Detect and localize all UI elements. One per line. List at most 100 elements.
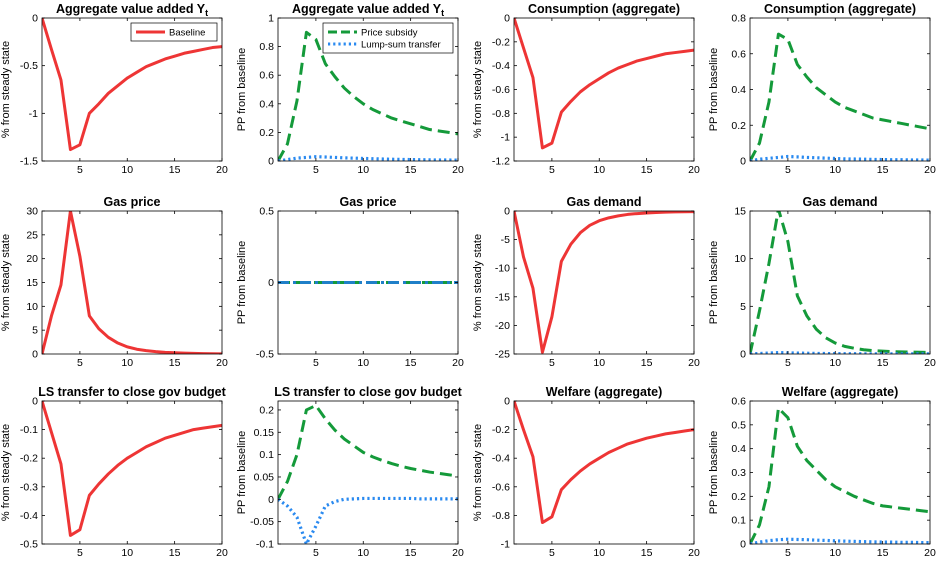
y-tick-label: 0.4 (731, 84, 746, 96)
chart-svg: Gas demand 5 10 15 20 0 5 10 15 PP from baseline (708, 195, 936, 369)
y-tick-label: -0.6 (492, 84, 510, 96)
y-tick-label: 0 (268, 277, 274, 289)
y-tick-label: 0.8 (259, 41, 274, 53)
series-group (514, 18, 694, 150)
y-tick-label: 0.1 (731, 515, 746, 527)
chart-panel-10: LS transfer to close gov budget 5 10 15 20 0.… (236, 383, 472, 573)
y-tick-label: 5 (740, 301, 746, 313)
x-tick-label: 15 (169, 164, 181, 176)
x-tick-label: 5 (785, 164, 791, 176)
x-tick-label: 10 (357, 547, 369, 559)
y-tick-label: 0 (504, 396, 510, 408)
y-tick-label: -0.2 (492, 424, 510, 436)
y-tick-label: 0.6 (259, 70, 274, 82)
chart-svg: Consumption (aggregate) 5 10 15 20 0 -0.2 -0.4 -… (472, 2, 700, 176)
plot-frame (277, 400, 459, 545)
x-tick-label: 15 (169, 357, 181, 369)
chart-title: Gas demand (566, 195, 641, 209)
legend-label: Price subsidy (361, 28, 418, 39)
y-tick-label: -0.6 (492, 481, 510, 493)
y-tick-label: 0.2 (259, 127, 274, 139)
y-tick-label: 30 (26, 206, 38, 218)
chart-title: Aggregate value added Yt (292, 2, 444, 18)
x-tick-label: 10 (829, 357, 841, 369)
series-group (278, 30, 458, 161)
y-tick-label: 5 (32, 325, 38, 337)
y-tick-label: -15 (495, 291, 510, 303)
y-tick-label: -0.4 (20, 510, 38, 522)
x-tick-label: 20 (688, 357, 700, 369)
y-axis-label: % from steady state (472, 234, 484, 331)
x-tick-label: 5 (785, 357, 791, 369)
y-tick-label: 0 (32, 396, 38, 408)
x-tick-label: 10 (121, 357, 133, 369)
y-tick-label: -10 (495, 263, 510, 275)
chart-title: LS transfer to close gov budget (38, 385, 226, 399)
legend: Baseline (130, 22, 218, 42)
chart-panel-8: Gas demand 5 10 15 20 0 5 10 15 PP from baseline (708, 193, 944, 383)
series-line (750, 406, 930, 544)
series-group (750, 211, 930, 354)
series-line (514, 401, 694, 525)
chart-svg: Aggregate value added Yt 5 10 15 20 0 0.2 0.4 0.… (236, 2, 464, 176)
x-tick-label: 15 (405, 357, 417, 369)
x-tick-label: 10 (121, 547, 133, 559)
y-tick-label: -0.2 (492, 36, 510, 48)
chart-title: Welfare (aggregate) (546, 385, 662, 399)
series-line (514, 211, 694, 354)
x-tick-label: 5 (313, 357, 319, 369)
chart-panel-7: Gas demand 5 10 15 20 0 -5 -10 -15 -20 -25 % from s… (472, 193, 708, 383)
x-tick-label: 5 (77, 547, 83, 559)
series-line (278, 30, 458, 161)
x-tick-label: 5 (313, 164, 319, 176)
x-tick-label: 15 (641, 547, 653, 559)
y-axis-label: % from steady state (0, 41, 12, 138)
plot-frame (749, 400, 931, 545)
x-tick-label: 10 (121, 164, 133, 176)
series-line (750, 537, 930, 544)
series-line (278, 155, 458, 161)
x-tick-label: 20 (924, 547, 936, 559)
y-tick-label: 20 (26, 253, 38, 265)
y-tick-label: 0 (32, 349, 38, 361)
legend-label: Lump-sum transfer (361, 40, 441, 51)
y-tick-label: -25 (495, 349, 510, 361)
series-line (750, 32, 930, 161)
series-group (42, 211, 222, 354)
x-tick-label: 15 (405, 164, 417, 176)
x-tick-label: 20 (216, 357, 228, 369)
x-tick-label: 10 (829, 547, 841, 559)
y-tick-label: 0.2 (259, 404, 274, 416)
y-axis-label: % from steady state (472, 41, 484, 138)
y-tick-label: 0.4 (731, 443, 746, 455)
y-tick-label: -1 (501, 132, 510, 144)
y-tick-label: -0.5 (256, 349, 274, 361)
chart-panel-2: Aggregate value added Yt 5 10 15 20 0 0.2 0.4 0.… (236, 0, 472, 190)
y-axis-label: PP from baseline (236, 241, 248, 325)
plot-frame (41, 400, 223, 545)
x-tick-label: 15 (641, 357, 653, 369)
chart-svg: Aggregate value added Yt 5 10 15 20 0 -0.5 -1 -1… (0, 2, 228, 176)
y-axis-label: PP from baseline (708, 431, 720, 515)
x-tick-label: 20 (452, 164, 464, 176)
y-tick-label: -1.5 (20, 156, 38, 168)
chart-title: Gas price (340, 195, 397, 209)
y-tick-label: 0 (740, 349, 746, 361)
x-tick-label: 5 (549, 164, 555, 176)
y-axis-label: PP from baseline (708, 48, 720, 132)
x-tick-label: 15 (169, 547, 181, 559)
y-tick-label: -0.8 (492, 108, 510, 120)
x-tick-label: 10 (357, 357, 369, 369)
series-line (42, 401, 222, 537)
x-tick-label: 20 (452, 547, 464, 559)
x-tick-label: 20 (216, 164, 228, 176)
x-tick-label: 20 (924, 164, 936, 176)
y-axis-label: PP from baseline (236, 431, 248, 515)
y-axis-label: PP from baseline (236, 48, 248, 132)
y-tick-label: -0.5 (20, 60, 38, 72)
y-tick-label: 15 (26, 277, 38, 289)
x-tick-label: 5 (785, 547, 791, 559)
chart-svg: Consumption (aggregate) 5 10 15 20 0 0.2 0.4 0.6… (708, 2, 936, 176)
y-tick-label: 0 (268, 156, 274, 168)
x-tick-label: 20 (216, 547, 228, 559)
